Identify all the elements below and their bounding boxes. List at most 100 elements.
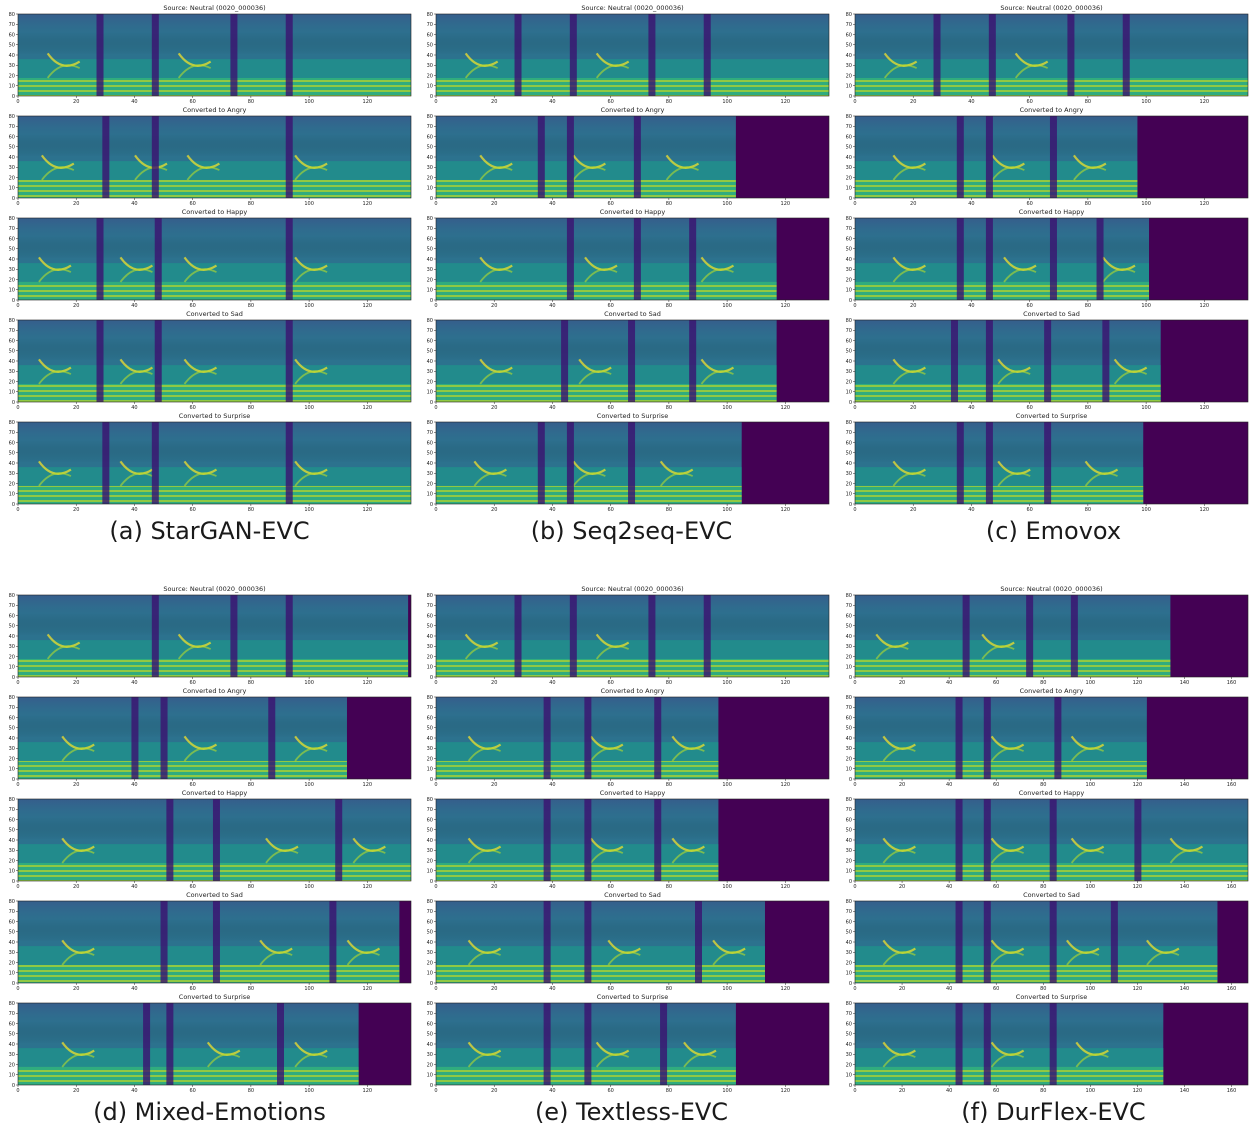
y-tick-label: 40 [9, 257, 15, 263]
x-tick-label: 120 [363, 782, 373, 788]
x-tick-label: 0 [853, 986, 856, 992]
y-tick-label: 60 [9, 817, 15, 823]
silence-gap [1049, 218, 1057, 300]
y-tick-label: 20 [846, 858, 852, 864]
spectrogram-panel: Converted to Angry 0 10 20 30 40 50 60 70 80 0 20 40… [846, 106, 1249, 207]
harmonic-bands [18, 281, 411, 300]
y-tick-label: 0 [849, 400, 852, 406]
x-tick-label: 0 [434, 680, 437, 686]
y-tick-label: 30 [9, 471, 15, 477]
y-tick-label: 0 [430, 502, 433, 508]
spectrogram-panel: Converted to Surprise 0 10 20 30 40 50 60 70 80 0 2… [427, 993, 830, 1094]
x-tick-label: 40 [549, 884, 555, 890]
x-tick-label: 100 [722, 201, 732, 207]
x-tick-label: 40 [549, 1088, 555, 1094]
y-tick-label: 10 [427, 84, 433, 90]
x-tick-label: 60 [189, 201, 195, 207]
y-tick-label: 40 [846, 461, 852, 467]
formant-sweep [467, 747, 501, 762]
harmonic-bands [855, 179, 1138, 198]
x-tick-label: 0 [434, 405, 437, 411]
y-tick-label: 30 [427, 63, 433, 69]
high-frequency-shade [855, 14, 1248, 55]
y-tick-label: 70 [9, 124, 15, 130]
y-tick-label: 70 [9, 328, 15, 334]
y-tick-label: 80 [427, 593, 433, 599]
y-tick-label: 50 [427, 624, 433, 630]
x-tick-label: 100 [722, 507, 732, 513]
panel-title: Converted to Sad [186, 891, 243, 899]
panel-title: Converted to Angry [183, 687, 247, 695]
y-tick-label: 80 [427, 12, 433, 18]
formant-sweep [119, 370, 153, 385]
y-tick-label: 30 [846, 746, 852, 752]
silence-gap [102, 116, 110, 198]
panel-title: Converted to Surprise [1016, 993, 1087, 1001]
formant-sweep [997, 370, 1031, 385]
y-tick-label: 10 [427, 767, 433, 773]
silence-gap [143, 1003, 151, 1085]
y-tick-label: 60 [9, 440, 15, 446]
silence-gap [956, 422, 964, 504]
x-tick-label: 40 [968, 99, 974, 105]
high-frequency-shade [436, 697, 719, 738]
x-tick-label: 100 [304, 782, 314, 788]
y-tick-label: 60 [9, 236, 15, 242]
x-tick-label: 120 [781, 680, 791, 686]
silence-gap [285, 14, 293, 96]
y-tick-label: 80 [427, 216, 433, 222]
panel-title: Converted to Happy [182, 208, 248, 216]
x-tick-label: 40 [131, 303, 137, 309]
y-tick-label: 70 [427, 22, 433, 28]
x-tick-label: 40 [131, 680, 137, 686]
x-tick-label: 40 [946, 680, 952, 686]
x-tick-label: 80 [248, 782, 254, 788]
y-tick-label: 0 [849, 675, 852, 681]
harmonic-bands [436, 964, 765, 983]
silence-gap [514, 595, 522, 677]
x-tick-label: 140 [1180, 884, 1190, 890]
y-tick-label: 60 [9, 613, 15, 619]
x-tick-label: 60 [189, 782, 195, 788]
y-tick-label: 0 [849, 298, 852, 304]
y-tick-label: 20 [9, 73, 15, 79]
x-tick-label: 80 [666, 884, 672, 890]
silence-gap [543, 697, 551, 779]
y-tick-label: 20 [846, 654, 852, 660]
silence-gap [1102, 320, 1110, 402]
y-tick-label: 80 [9, 12, 15, 18]
x-tick-label: 0 [16, 986, 19, 992]
y-tick-label: 0 [12, 981, 15, 987]
silence-gap [102, 422, 110, 504]
y-tick-label: 40 [427, 634, 433, 640]
y-tick-label: 40 [9, 461, 15, 467]
y-tick-label: 70 [846, 603, 852, 609]
y-tick-label: 0 [430, 400, 433, 406]
y-tick-label: 20 [427, 175, 433, 181]
y-tick-label: 70 [846, 1011, 852, 1017]
formant-sweep [1075, 1053, 1109, 1068]
x-tick-label: 100 [304, 303, 314, 309]
formant-sweep [294, 747, 328, 762]
panel-title: Converted to Surprise [179, 412, 250, 420]
silence-gap [955, 799, 963, 881]
x-tick-label: 80 [1085, 201, 1091, 207]
x-tick-label: 100 [1086, 884, 1096, 890]
x-tick-label: 60 [189, 884, 195, 890]
formant-sweep [1084, 472, 1118, 487]
y-tick-label: 30 [846, 369, 852, 375]
x-tick-label: 0 [16, 303, 19, 309]
y-tick-label: 70 [846, 430, 852, 436]
y-tick-label: 20 [846, 379, 852, 385]
silence-gap [985, 116, 993, 198]
silence-gap [160, 697, 168, 779]
y-tick-label: 50 [846, 451, 852, 457]
x-tick-label: 140 [1180, 680, 1190, 686]
x-tick-label: 20 [899, 782, 905, 788]
y-tick-label: 30 [846, 848, 852, 854]
y-tick-label: 80 [846, 899, 852, 905]
y-tick-label: 30 [9, 267, 15, 273]
x-tick-label: 60 [607, 201, 613, 207]
y-tick-label: 80 [846, 216, 852, 222]
y-tick-label: 80 [9, 797, 15, 803]
